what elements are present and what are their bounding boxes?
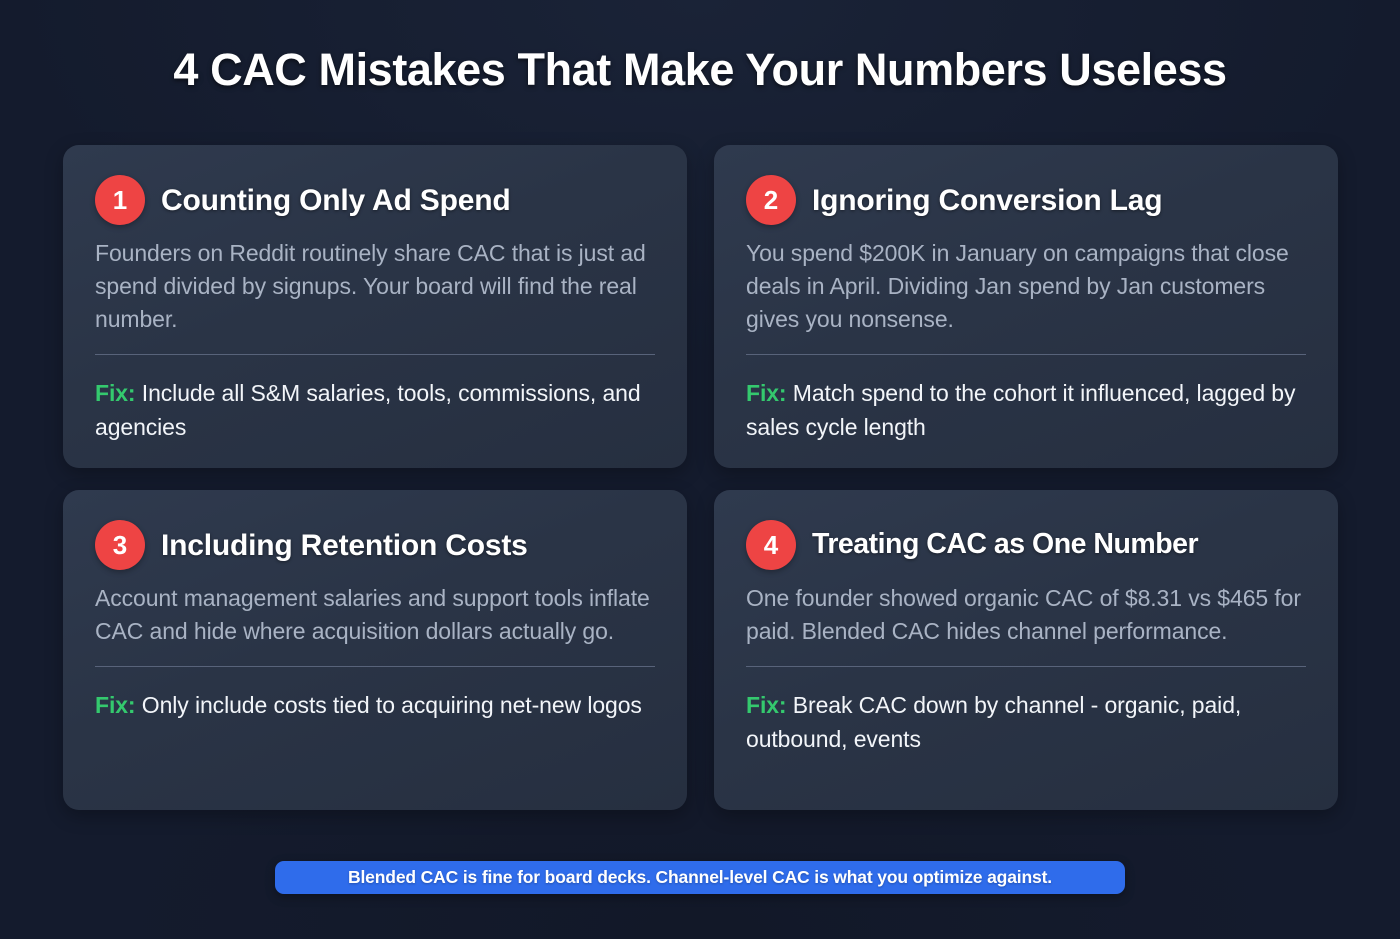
card-divider (95, 666, 655, 667)
card-number-badge: 4 (746, 520, 796, 570)
card-fix-line: Fix: Match spend to the cohort it influe… (746, 376, 1306, 444)
card-header: 3 Including Retention Costs (95, 520, 655, 570)
card-body-text: Account management salaries and support … (95, 585, 650, 644)
card-body-text: Founders on Reddit routinely share CAC t… (95, 240, 646, 332)
card-title: Ignoring Conversion Lag (812, 183, 1163, 217)
fix-text: Match spend to the cohort it influenced,… (746, 380, 1296, 440)
card-fix-line: Fix: Only include costs tied to acquirin… (95, 688, 655, 722)
card-fix-line: Fix: Break CAC down by channel - organic… (746, 688, 1306, 756)
fix-label: Fix: (746, 692, 787, 718)
card-header: 1 Counting Only Ad Spend (95, 175, 655, 225)
mistake-card-3: 3 Including Retention Costs Account mana… (63, 490, 687, 810)
card-divider (95, 354, 655, 355)
fix-text: Only include costs tied to acquiring net… (141, 692, 642, 718)
page-title: 4 CAC Mistakes That Make Your Numbers Us… (173, 44, 1227, 95)
card-number-badge: 2 (746, 175, 796, 225)
fix-label: Fix: (746, 380, 787, 406)
fix-label: Fix: (95, 692, 136, 718)
card-fix-line: Fix: Include all S&M salaries, tools, co… (95, 376, 655, 444)
fix-label: Fix: (95, 380, 136, 406)
card-number-badge: 3 (95, 520, 145, 570)
card-number-badge: 1 (95, 175, 145, 225)
card-header: 4 Treating CAC as One Number (746, 520, 1306, 570)
card-body-text: One founder showed organic CAC of $8.31 … (746, 585, 1301, 644)
card-body-text: You spend $200K in January on campaigns … (746, 240, 1289, 332)
card-header: 2 Ignoring Conversion Lag (746, 175, 1306, 225)
mistake-card-2: 2 Ignoring Conversion Lag You spend $200… (714, 145, 1338, 468)
card-divider (746, 354, 1306, 355)
takeaway-banner-text: Blended CAC is fine for board decks. Cha… (347, 867, 1053, 887)
card-title: Treating CAC as One Number (812, 528, 1199, 561)
fix-text: Include all S&M salaries, tools, commiss… (95, 380, 641, 440)
card-title: Counting Only Ad Spend (161, 183, 511, 217)
mistake-card-1: 1 Counting Only Ad Spend Founders on Red… (63, 145, 687, 468)
fix-text: Break CAC down by channel - organic, pai… (746, 692, 1242, 752)
mistake-card-grid: 1 Counting Only Ad Spend Founders on Red… (63, 145, 1338, 810)
takeaway-banner: Blended CAC is fine for board decks. Cha… (275, 861, 1125, 894)
card-divider (746, 666, 1306, 667)
card-title: Including Retention Costs (161, 528, 528, 562)
mistake-card-4: 4 Treating CAC as One Number One founder… (714, 490, 1338, 810)
